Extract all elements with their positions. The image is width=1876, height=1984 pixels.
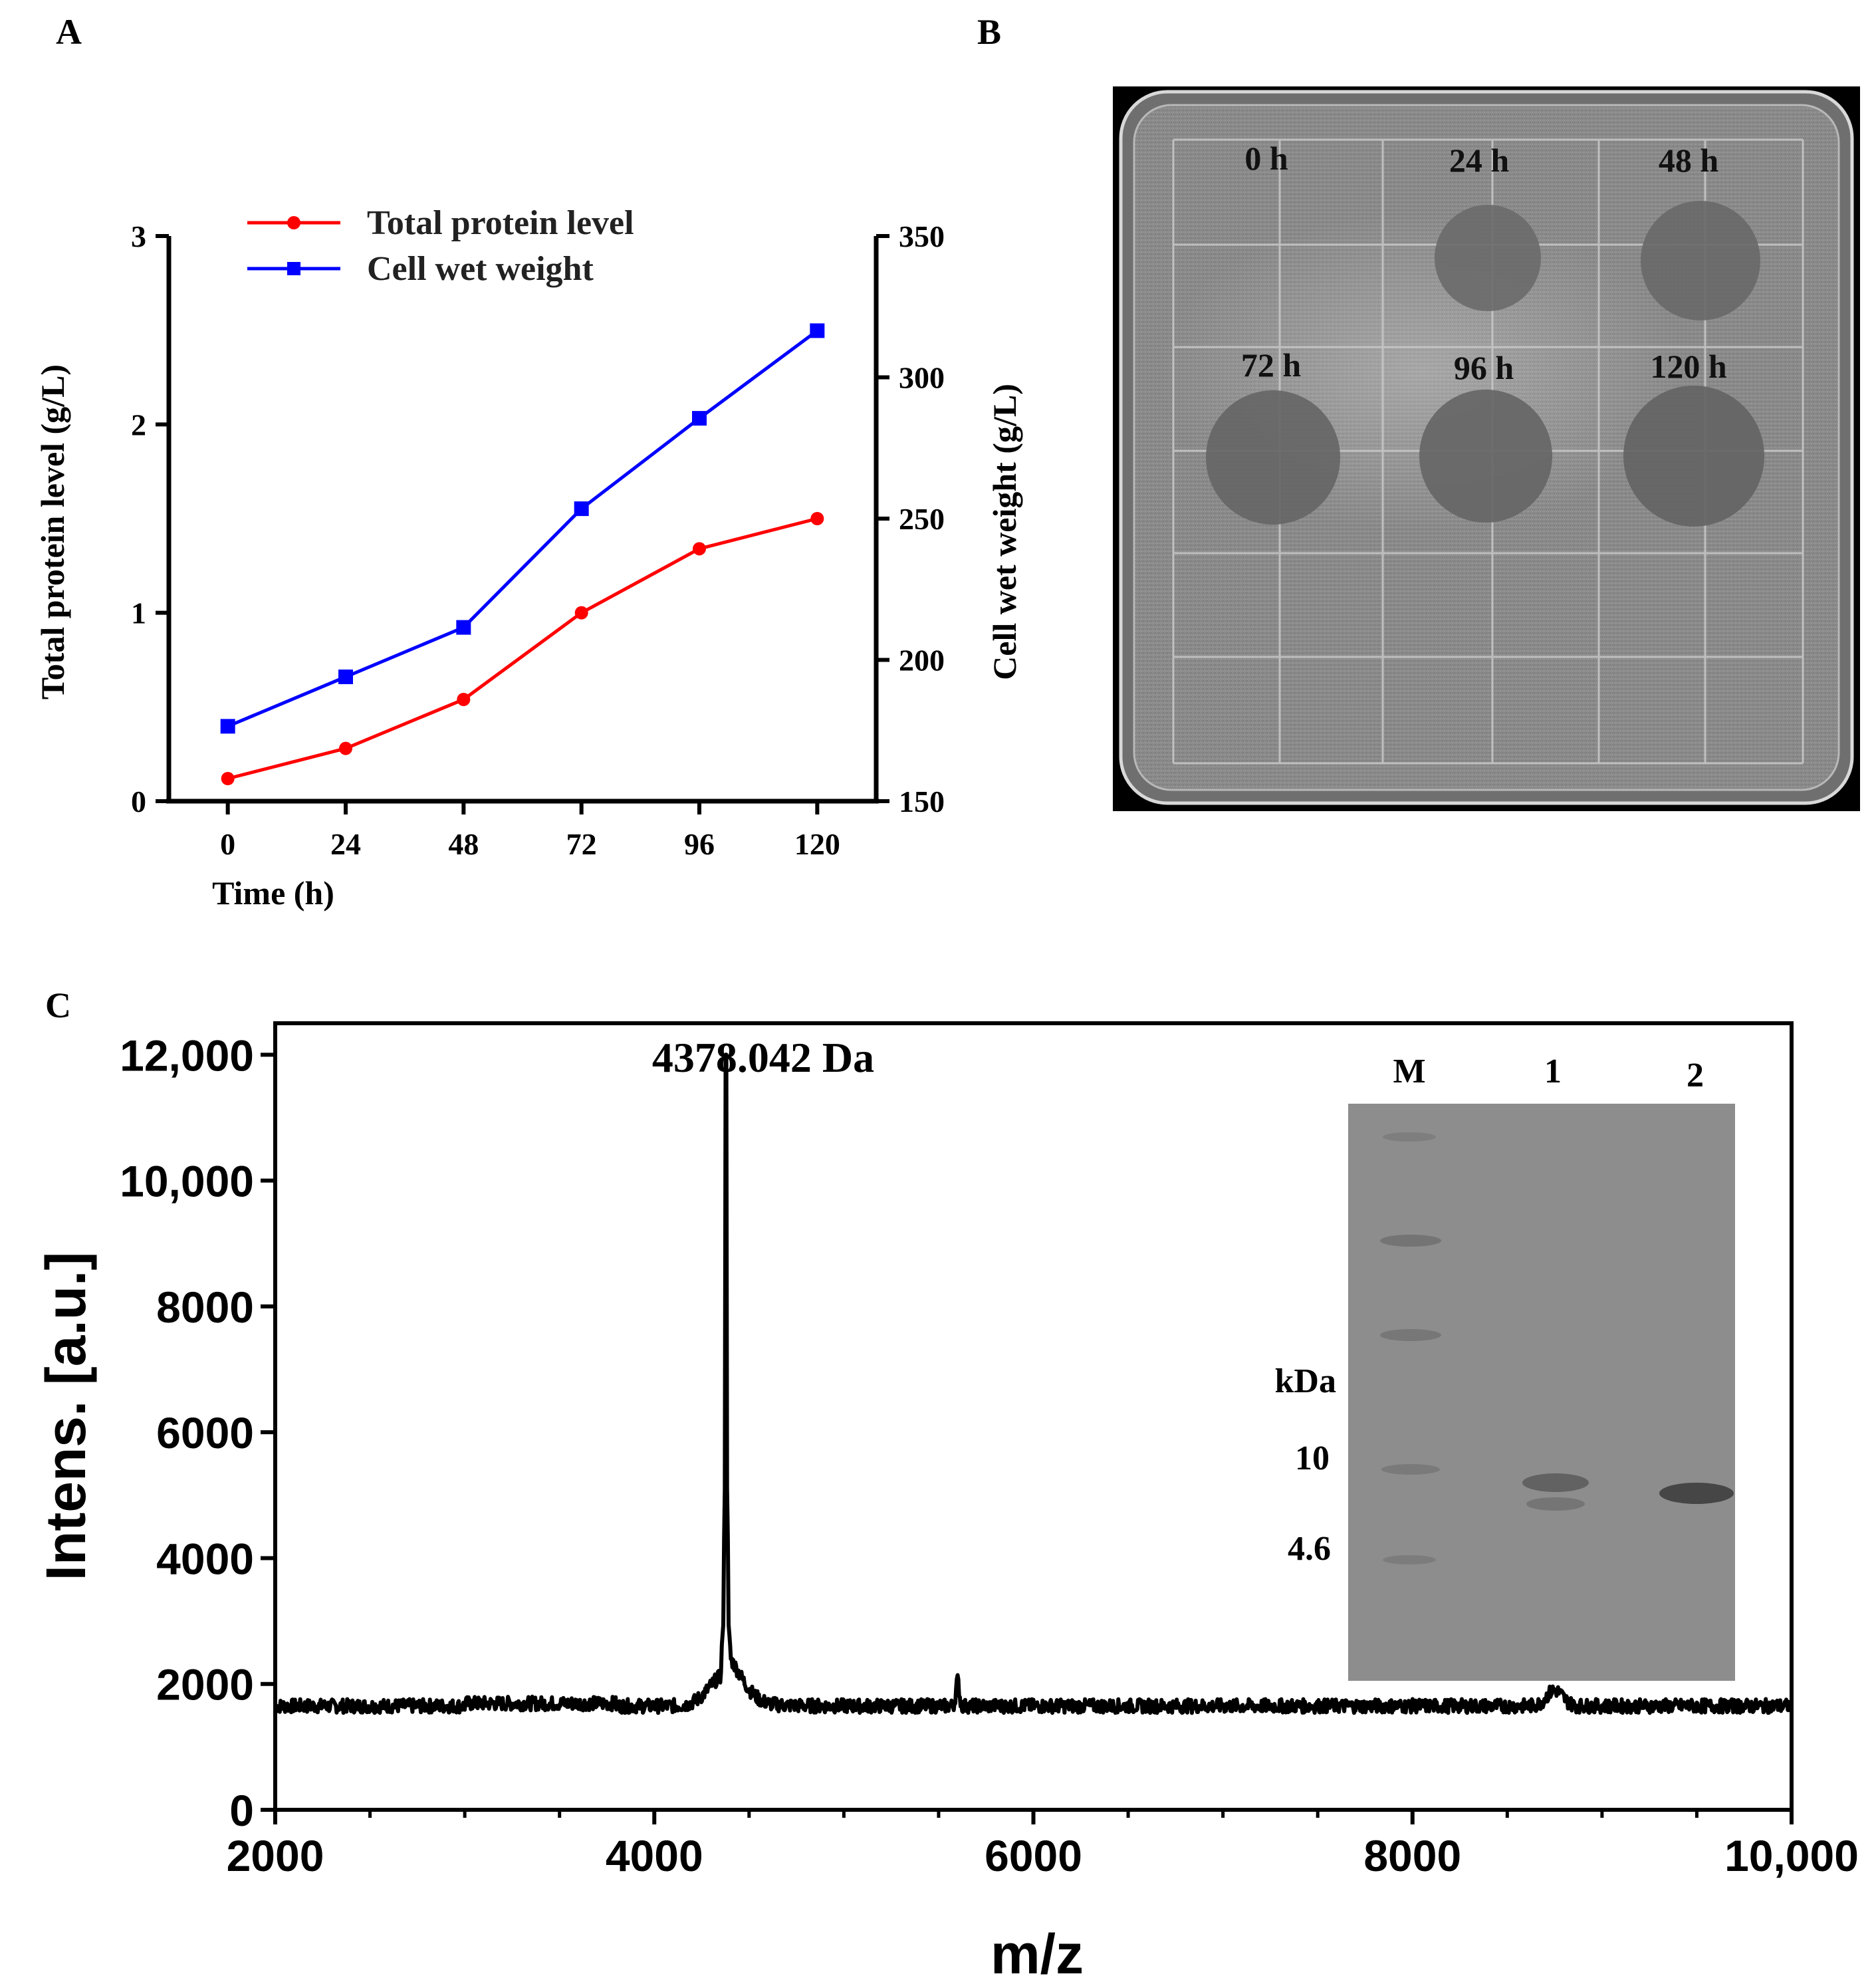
x-axis-title: m/z (991, 1923, 1084, 1984)
legend-label-protein: Total protein level (367, 204, 634, 242)
plate-label-72h: 72 h (1241, 346, 1302, 384)
data-point-protein (457, 693, 471, 706)
right-y-tick-label: 300 (899, 361, 945, 395)
plate-label-48h: 48 h (1659, 142, 1719, 179)
gel-image (1348, 1104, 1735, 1681)
data-point-protein (810, 512, 824, 525)
plate-label-0h: 0 h (1244, 140, 1288, 177)
panel-b-plate-image: 0 h 24 h 48 h 72 h 96 h 120 h (1113, 86, 1860, 811)
y-tick-label: 2000 (156, 1660, 254, 1709)
data-point-protein (339, 741, 352, 755)
gel-marker-4-6: 4.6 (1288, 1530, 1331, 1568)
right-y-axis-title: Cell wet weight (g/L) (986, 384, 1023, 680)
data-point-protein (693, 542, 706, 556)
gel-lane-2: 2 (1687, 1056, 1704, 1094)
lane-1-band (1522, 1473, 1589, 1492)
lane-2-band (1659, 1483, 1734, 1504)
panel-label-b: B (977, 12, 1001, 52)
left-y-tick-label: 2 (131, 408, 146, 441)
panel-a-line-chart: 0 24 48 72 96 120 0 1 2 3 150 200 250 300 350 Time (h)… (34, 204, 1023, 912)
lane-1-band-lower (1526, 1497, 1585, 1511)
data-point-weight (692, 411, 707, 426)
left-y-tick-label: 0 (131, 785, 146, 818)
legend-marker-weight (287, 262, 300, 275)
x-tick-label: 48 (448, 827, 479, 861)
data-point-weight (574, 501, 589, 517)
peak-annotation: 4378.042 Da (652, 1034, 874, 1081)
gel-lane-1: 1 (1544, 1053, 1562, 1090)
spectrum-trace (273, 1053, 1794, 1715)
legend: Total protein level Cell wet weight (247, 204, 634, 288)
data-point-weight (456, 620, 471, 635)
panel-label-a: A (56, 12, 82, 52)
legend-marker-protein (287, 216, 300, 229)
right-y-tick-label: 200 (899, 644, 945, 678)
right-y-tick-label: 250 (899, 502, 945, 536)
inhibition-zone-120h (1623, 386, 1764, 527)
data-point-protein (221, 772, 235, 785)
plate-label-120h: 120 h (1650, 348, 1727, 385)
inhibition-zone-48h (1641, 201, 1760, 320)
gel-marker-10: 10 (1295, 1439, 1330, 1477)
x-tick-label: 8000 (1363, 1831, 1461, 1880)
plate-label-24h: 24 h (1449, 142, 1510, 179)
data-point-protein (574, 606, 588, 620)
inhibition-zone-72h (1206, 390, 1340, 525)
legend-label-weight: Cell wet weight (367, 250, 594, 288)
y-tick-label: 0 (229, 1786, 254, 1835)
series-line-weight (227, 329, 818, 728)
data-point-weight (220, 719, 235, 734)
series-line-protein (227, 517, 818, 781)
y-tick-label: 12,000 (120, 1031, 254, 1080)
x-tick-label: 6000 (985, 1831, 1082, 1880)
panel-c-mass-spectrum: 2000 4000 6000 8000 10,000020004000600080001… (35, 1021, 1859, 1984)
y-tick-label: 8000 (156, 1283, 254, 1332)
x-tick-label: 10,000 (1724, 1831, 1859, 1880)
x-tick-label: 96 (684, 827, 715, 861)
x-tick-label: 4000 (606, 1831, 703, 1880)
panel-label-c: C (45, 985, 71, 1025)
y-tick-label: 10,000 (120, 1157, 254, 1206)
right-y-tick-label: 150 (899, 785, 945, 818)
x-tick-label: 72 (566, 827, 597, 861)
y-tick-label: 4000 (156, 1534, 254, 1583)
left-y-tick-label: 1 (131, 596, 146, 630)
gel-lane-m: M (1393, 1053, 1425, 1090)
x-tick-label: 0 (220, 827, 235, 861)
gel-inset: M 1 2 kDa 10 4.6 (1275, 1053, 1735, 1681)
x-tick-label: 120 (794, 827, 840, 861)
marker-lane-bands (1380, 1132, 1441, 1564)
plate-label-96h: 96 h (1454, 349, 1514, 386)
data-point-weight (338, 670, 353, 684)
left-y-tick-label: 3 (131, 219, 146, 253)
inhibition-zone-24h (1435, 205, 1541, 311)
y-axis-title: Intens. [a.u.] (35, 1252, 97, 1581)
x-tick-label: 24 (330, 827, 361, 861)
left-y-axis-title: Total protein level (g/L) (34, 364, 71, 699)
data-point-weight (810, 323, 825, 338)
right-y-tick-label: 350 (899, 219, 945, 253)
y-tick-label: 6000 (156, 1408, 254, 1457)
inhibition-zone-96h (1419, 390, 1552, 523)
x-axis-title: Time (h) (212, 874, 334, 912)
x-tick-label: 2000 (227, 1831, 324, 1880)
gel-unit-label: kDa (1275, 1362, 1336, 1400)
